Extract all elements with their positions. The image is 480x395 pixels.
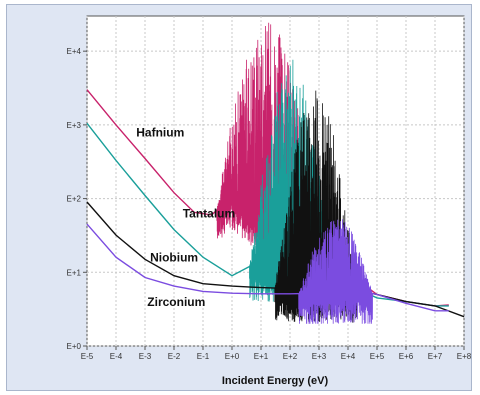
series-line-zirconium <box>86 223 449 312</box>
x-tick-label: E+3 <box>312 352 327 361</box>
x-tick-label: E+6 <box>399 352 414 361</box>
x-tick-label: E+2 <box>283 352 298 361</box>
x-tick-label: E-4 <box>110 352 123 361</box>
x-axis: E-5 E-4 E-3 E-2 E-1 E+0 E+1 E+2 E+3 E+4 E+5 E+6 E+7 E… <box>81 346 472 361</box>
x-tick-label: E+0 <box>225 352 240 361</box>
series-group <box>86 22 465 324</box>
cross-section-chart: E-5 E-4 E-3 E-2 E-1 E+0 E+1 E+2 E+3 E+4 E+5 E+6 E+7 E… <box>67 15 472 387</box>
y-tick-label: E+4 <box>67 47 82 56</box>
y-tick-label: E+1 <box>67 268 82 277</box>
series-resonance-zirconium <box>298 219 373 324</box>
x-tick-label: E-3 <box>139 352 152 361</box>
x-tick-label: E-2 <box>168 352 181 361</box>
y-tick-label: E+3 <box>67 121 82 130</box>
y-tick-label: E+2 <box>67 195 82 204</box>
x-tick-label: E+1 <box>254 352 269 361</box>
x-axis-title: Incident Energy (eV) <box>222 375 329 387</box>
chart-frame: E-5 E-4 E-3 E-2 E-1 E+0 E+1 E+2 E+3 E+4 E+5 E+6 E+7 E… <box>6 4 472 391</box>
series-label-hafnium: Hafnium <box>136 125 184 139</box>
x-tick-label: E+7 <box>428 352 443 361</box>
series-zirconium <box>86 219 449 324</box>
series-label-zirconium: Zirconium <box>147 295 205 309</box>
y-axis: E+0 E+1 E+2 E+3 E+4 <box>67 47 87 351</box>
series-labels: Hafnium Tantalum Niobium Zirconium <box>136 125 235 309</box>
series-label-niobium: Niobium <box>150 251 198 265</box>
x-tick-label: E+8 <box>457 352 472 361</box>
x-tick-label: E+5 <box>370 352 385 361</box>
x-tick-label: E-1 <box>197 352 210 361</box>
y-tick-label: E+0 <box>67 342 82 351</box>
series-label-tantalum: Tantalum <box>183 207 235 221</box>
x-tick-label: E-5 <box>81 352 94 361</box>
x-tick-label: E+4 <box>341 352 356 361</box>
